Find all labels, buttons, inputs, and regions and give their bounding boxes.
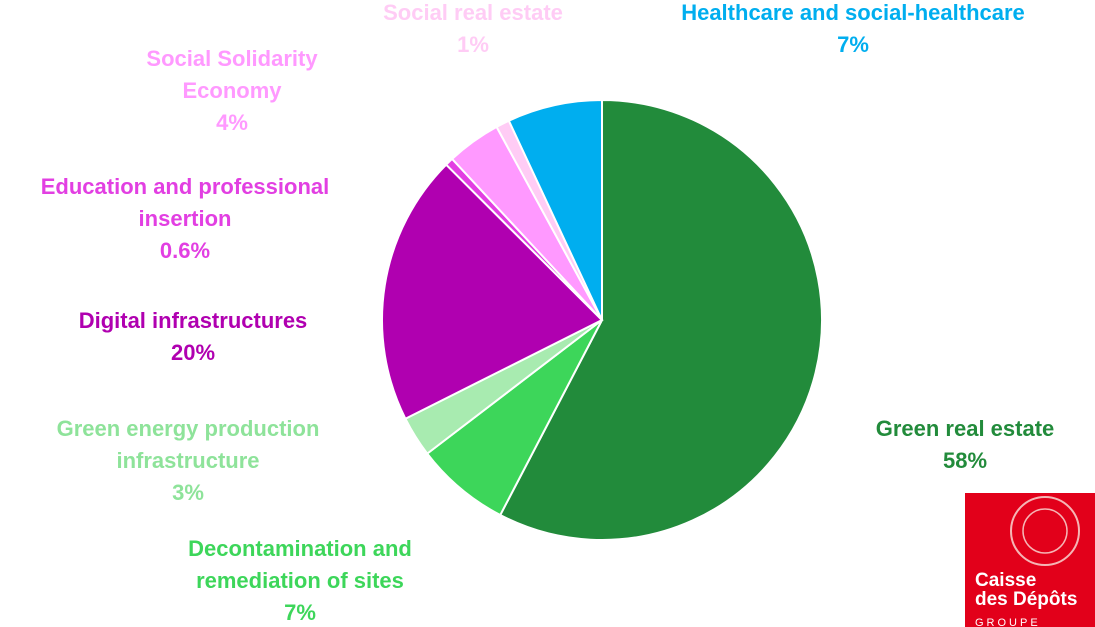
value-label: 7% bbox=[837, 32, 869, 57]
pie-slice bbox=[507, 98, 603, 321]
logo-seal bbox=[1010, 496, 1080, 566]
category-name: Healthcare and social-healthcare bbox=[681, 0, 1025, 25]
slice-label: Social Solidarity Economy 4% bbox=[102, 43, 362, 139]
slice-label: Green real estate 58% bbox=[835, 413, 1095, 477]
value-label: 4% bbox=[216, 110, 248, 135]
logo: Caisse des Dépôts GROUPE bbox=[965, 493, 1095, 627]
value-label: 20% bbox=[170, 340, 216, 365]
slice-label: Healthcare and social-healthcare 7% bbox=[623, 0, 1083, 61]
slice-label: Education and professional insertion 0.6% bbox=[15, 171, 355, 267]
value-label: 7% bbox=[284, 600, 316, 625]
category-name: Digital infrastructures bbox=[78, 308, 308, 333]
slice-label: Social real estate 1% bbox=[343, 0, 603, 61]
value-label: 3% bbox=[172, 480, 204, 505]
category-name: Green energy production infrastructure bbox=[56, 416, 320, 473]
slice-label: Green energy production infrastructure 3% bbox=[0, 413, 378, 509]
slice-label: Digital infrastructures 20% bbox=[13, 305, 373, 369]
value-label: 1% bbox=[457, 32, 489, 57]
slice-label: Decontamination and remediation of sites… bbox=[140, 533, 460, 627]
category-name: Social real estate bbox=[383, 0, 563, 25]
value-label: 0.6% bbox=[159, 238, 211, 263]
category-name: Education and professional insertion bbox=[40, 174, 330, 231]
category-name: Social Solidarity Economy bbox=[146, 46, 318, 103]
category-name: Decontamination and remediation of sites bbox=[188, 536, 412, 593]
logo-text: des Dépôts bbox=[975, 589, 1078, 610]
value-label: 58% bbox=[942, 448, 988, 473]
logo-text: Caisse bbox=[975, 570, 1037, 591]
pie-slice bbox=[498, 98, 823, 541]
logo-text: GROUPE bbox=[975, 617, 1041, 627]
category-name: Green real estate bbox=[875, 416, 1055, 441]
pie-slice bbox=[381, 163, 604, 421]
